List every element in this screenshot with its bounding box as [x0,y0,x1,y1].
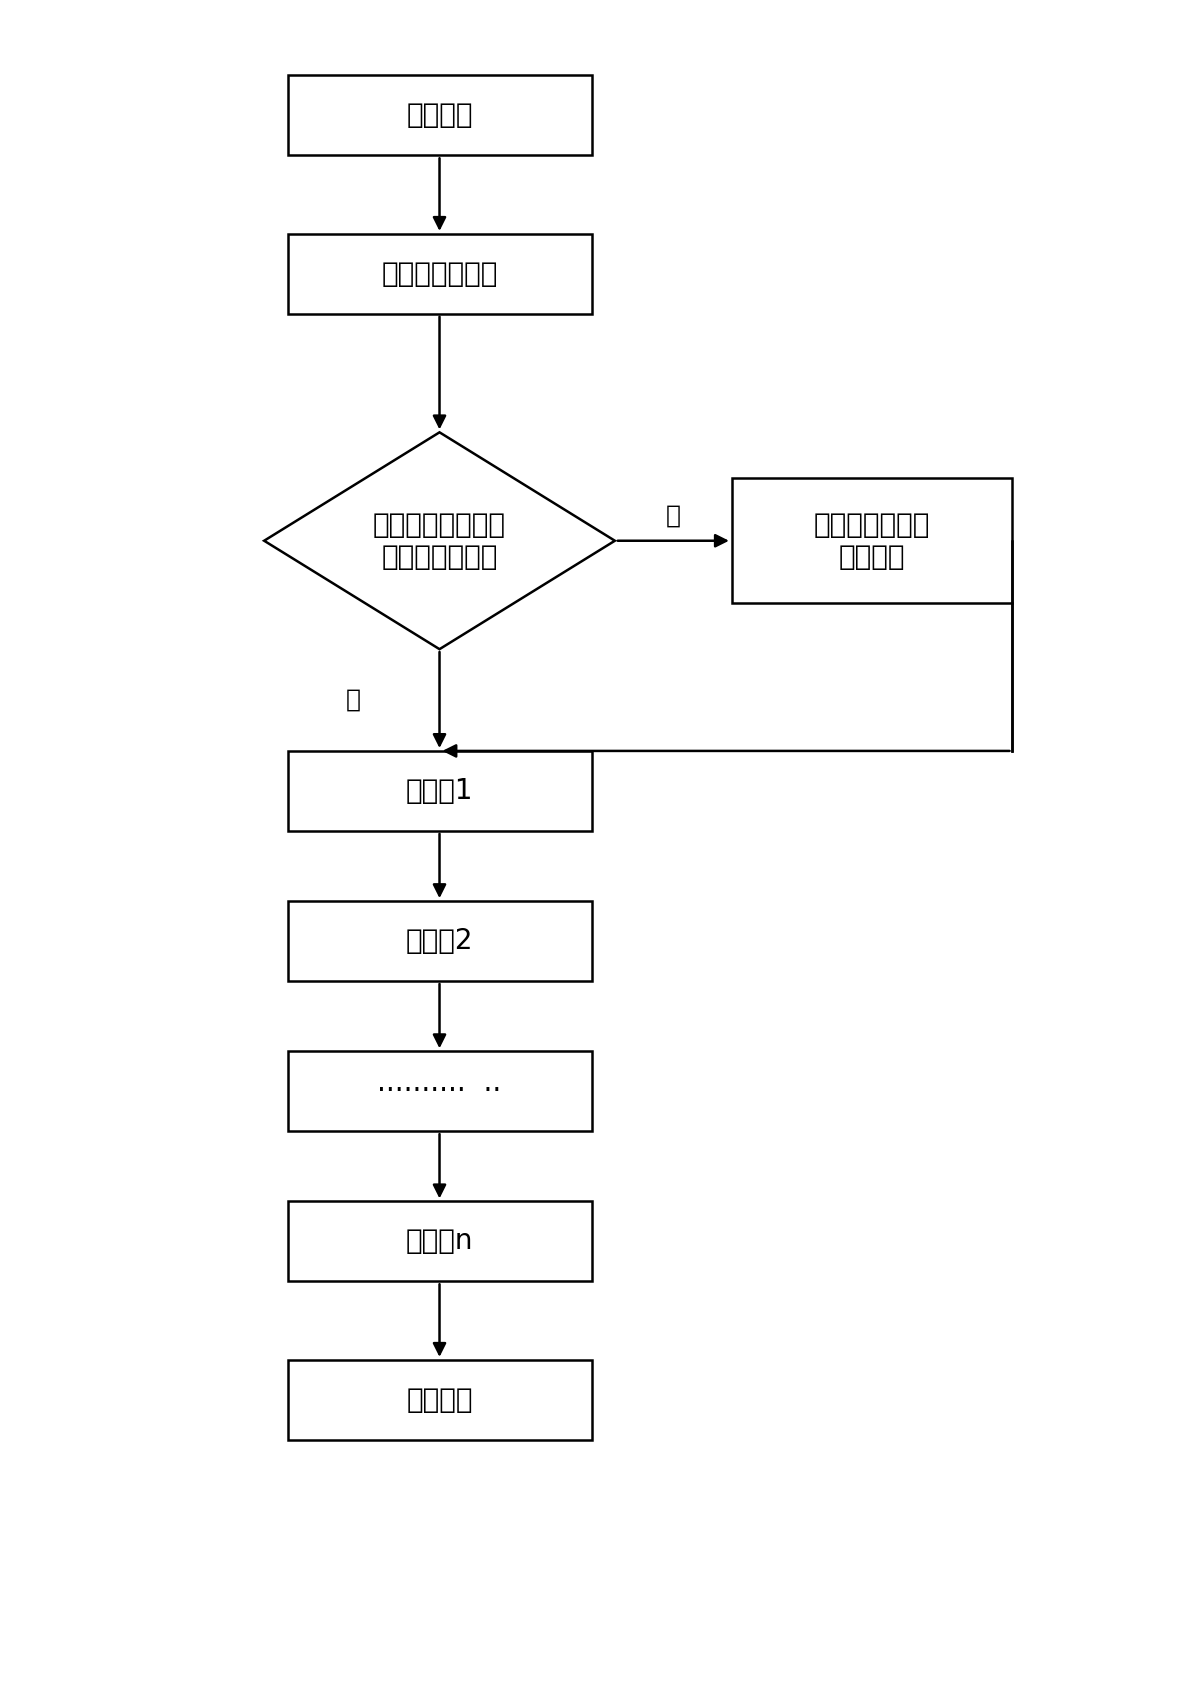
Text: 所有测试项修改
测试条件: 所有测试项修改 测试条件 [814,511,930,570]
Text: 测试结束: 测试结束 [406,1386,473,1415]
Bar [287,76,592,155]
Text: 测试项n: 测试项n [406,1228,473,1255]
Text: 否: 否 [666,503,681,528]
Bar [287,1359,592,1440]
Text: 是: 是 [345,688,361,711]
Text: 晶圆起测: 晶圆起测 [406,101,473,130]
Bar [287,1051,592,1132]
Text: 监测测试项结果是
否小于标准结果: 监测测试项结果是 否小于标准结果 [373,511,506,570]
Polygon shape [264,432,615,649]
Bar [732,478,1013,604]
Text: 测试项1: 测试项1 [406,777,473,806]
Bar [287,902,592,981]
Bar [287,234,592,315]
Bar [287,750,592,831]
Text: ··········  ··: ·········· ·· [377,1076,502,1105]
Text: 监测测试项运行: 监测测试项运行 [381,259,498,288]
Bar [287,1201,592,1282]
Text: 测试项2: 测试项2 [406,927,473,955]
